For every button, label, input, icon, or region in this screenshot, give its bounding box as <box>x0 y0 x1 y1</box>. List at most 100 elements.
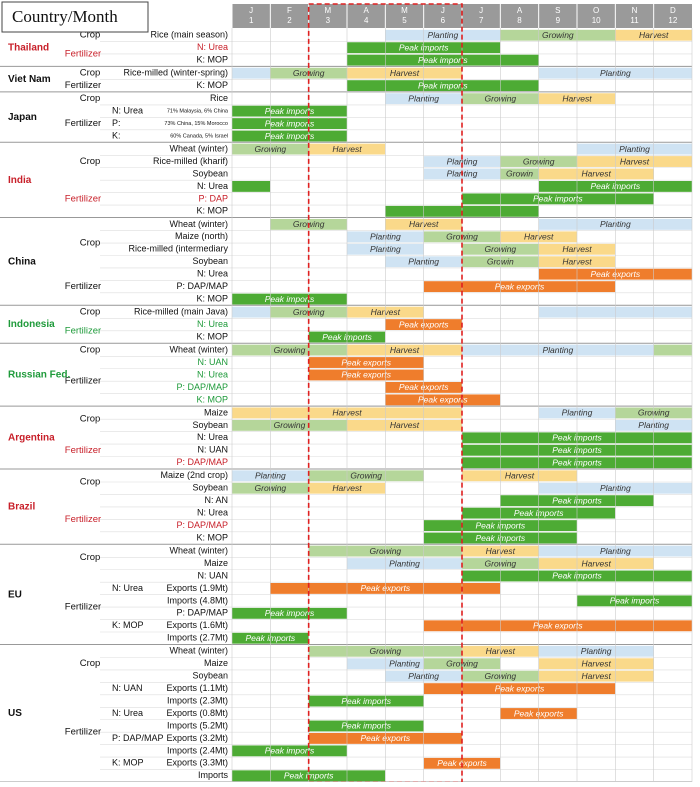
country-name: India <box>8 175 32 186</box>
row-item: P: DAP/MAP <box>176 520 228 530</box>
row-item: N: UAN <box>197 357 228 367</box>
group-label: Fertilizer <box>65 48 101 59</box>
bar-label: Harvest <box>639 30 669 40</box>
row-item: N: Urea <box>112 106 143 116</box>
calendar-bar <box>577 143 692 155</box>
row-item: K: MOP <box>196 55 228 65</box>
row-item: K: MOP <box>196 293 228 303</box>
group-label: Crop <box>80 345 101 356</box>
calendar-bar <box>538 658 654 670</box>
bar-label: Peak imports <box>610 596 660 606</box>
calendar-bar <box>500 168 539 180</box>
group-label: Crop <box>80 156 101 167</box>
month-number: 10 <box>592 16 601 25</box>
bar-label: Peak imports <box>552 457 602 467</box>
row-item: Wheat (winter) <box>169 219 228 229</box>
bar-label: Peak exports <box>495 281 545 291</box>
row-item: Rice-milled (main Java) <box>134 307 228 317</box>
country-name: Japan <box>8 112 37 123</box>
bar-label: Harvest <box>390 345 420 355</box>
calendar-bar <box>232 118 347 129</box>
calendar-bar <box>232 607 347 619</box>
group-label: Fertilizer <box>65 514 101 525</box>
bar-label: Peak imports <box>265 118 315 128</box>
group-label: Crop <box>80 68 101 79</box>
calendar-bar <box>232 293 347 305</box>
country-name: US <box>8 708 22 719</box>
row-note: Exports (3.3Mt) <box>166 758 228 768</box>
bar-label: Peak exports <box>514 708 564 718</box>
bar-label: Peak exports <box>341 370 391 380</box>
row-item: Maize (north) <box>175 231 228 241</box>
row-note: Imports (5.2Mt) <box>167 720 228 730</box>
month-letter: A <box>517 6 523 15</box>
row-item: N: AN <box>204 495 228 505</box>
month-letter: A <box>363 6 369 15</box>
month-number: 2 <box>287 16 292 25</box>
bar-label: Growing <box>350 471 382 481</box>
row-item: Soybean <box>192 168 228 178</box>
calendar-bar <box>232 181 271 192</box>
group-label: Fertilizer <box>65 376 101 387</box>
bar-label: Peak imports <box>265 294 315 304</box>
bar-label: Harvest <box>371 307 401 317</box>
row-note: Imports (2.7Mt) <box>167 633 228 643</box>
bar-label: Harvest <box>524 232 554 242</box>
row-item: K: MOP <box>196 206 228 216</box>
row-item: P: DAP/MAP <box>176 457 228 467</box>
bar-label: Peak exports <box>533 621 583 631</box>
row-item: Maize (2nd crop) <box>160 470 228 480</box>
row-item: P: DAP <box>198 193 228 203</box>
calendar-bar <box>232 105 347 117</box>
row-note: Exports (1.1Mt) <box>166 683 228 693</box>
row-note: Imports <box>198 770 229 780</box>
bar-label: Harvest <box>486 646 516 656</box>
calendar-bar <box>423 620 692 632</box>
bar-label: Harvest <box>409 219 439 229</box>
bar-label: Harvest <box>582 658 612 668</box>
bar-label: Peak exports <box>341 357 391 367</box>
bar-label: Peak imports <box>341 721 391 731</box>
row-note: Imports (4.8Mt) <box>167 595 228 605</box>
row-note: Exports (1.6Mt) <box>166 620 228 630</box>
country-name: Argentina <box>8 432 55 443</box>
country-name: Viet Nam <box>8 74 51 85</box>
calendar-bar <box>462 193 654 205</box>
title: Country/Month <box>12 7 118 26</box>
row-item: Wheat (winter) <box>169 344 228 354</box>
bar-label: Peak imports <box>533 194 583 204</box>
row-item: Soybean <box>192 483 228 493</box>
bar-label: Planting <box>619 144 650 154</box>
calendar-bar <box>462 470 577 482</box>
calendar-bar <box>538 558 654 569</box>
calendar-bar <box>653 344 692 356</box>
month-letter: J <box>479 6 483 15</box>
bar-label: Peak exports <box>361 583 411 593</box>
row-item: P: DAP/MAP <box>112 733 164 743</box>
group-label: Crop <box>80 414 101 425</box>
row-item: Wheat (winter) <box>169 545 228 555</box>
row-note: 71% Malaysia, 6% China <box>167 109 229 115</box>
calendar-bar <box>500 29 616 41</box>
bar-label: Harvest <box>486 546 516 556</box>
group-label: Crop <box>80 93 101 104</box>
calendar-bar <box>232 419 347 431</box>
calendar-bar <box>347 80 539 92</box>
row-item: N: Urea <box>112 583 143 593</box>
group-label: Crop <box>80 238 101 249</box>
bar-label: Peak imports <box>552 433 602 443</box>
bar-label: Peak imports <box>265 746 315 756</box>
row-note: Imports (2.3Mt) <box>167 695 228 705</box>
row-item: P: DAP/MAP <box>176 281 228 291</box>
row-item: Maize <box>204 407 228 417</box>
calendar-bar <box>308 470 424 482</box>
calendar-bar <box>538 670 654 682</box>
bar-label: Peak imports <box>265 131 315 141</box>
row-item: N: UAN <box>112 683 143 693</box>
row-item: P: DAP/MAP <box>176 608 228 618</box>
row-item: Rice-milled (intermediary <box>128 244 228 254</box>
bar-label: Planting <box>581 646 612 656</box>
bar-label: Harvest <box>390 68 420 78</box>
row-item: P: DAP/MAP <box>176 382 228 392</box>
